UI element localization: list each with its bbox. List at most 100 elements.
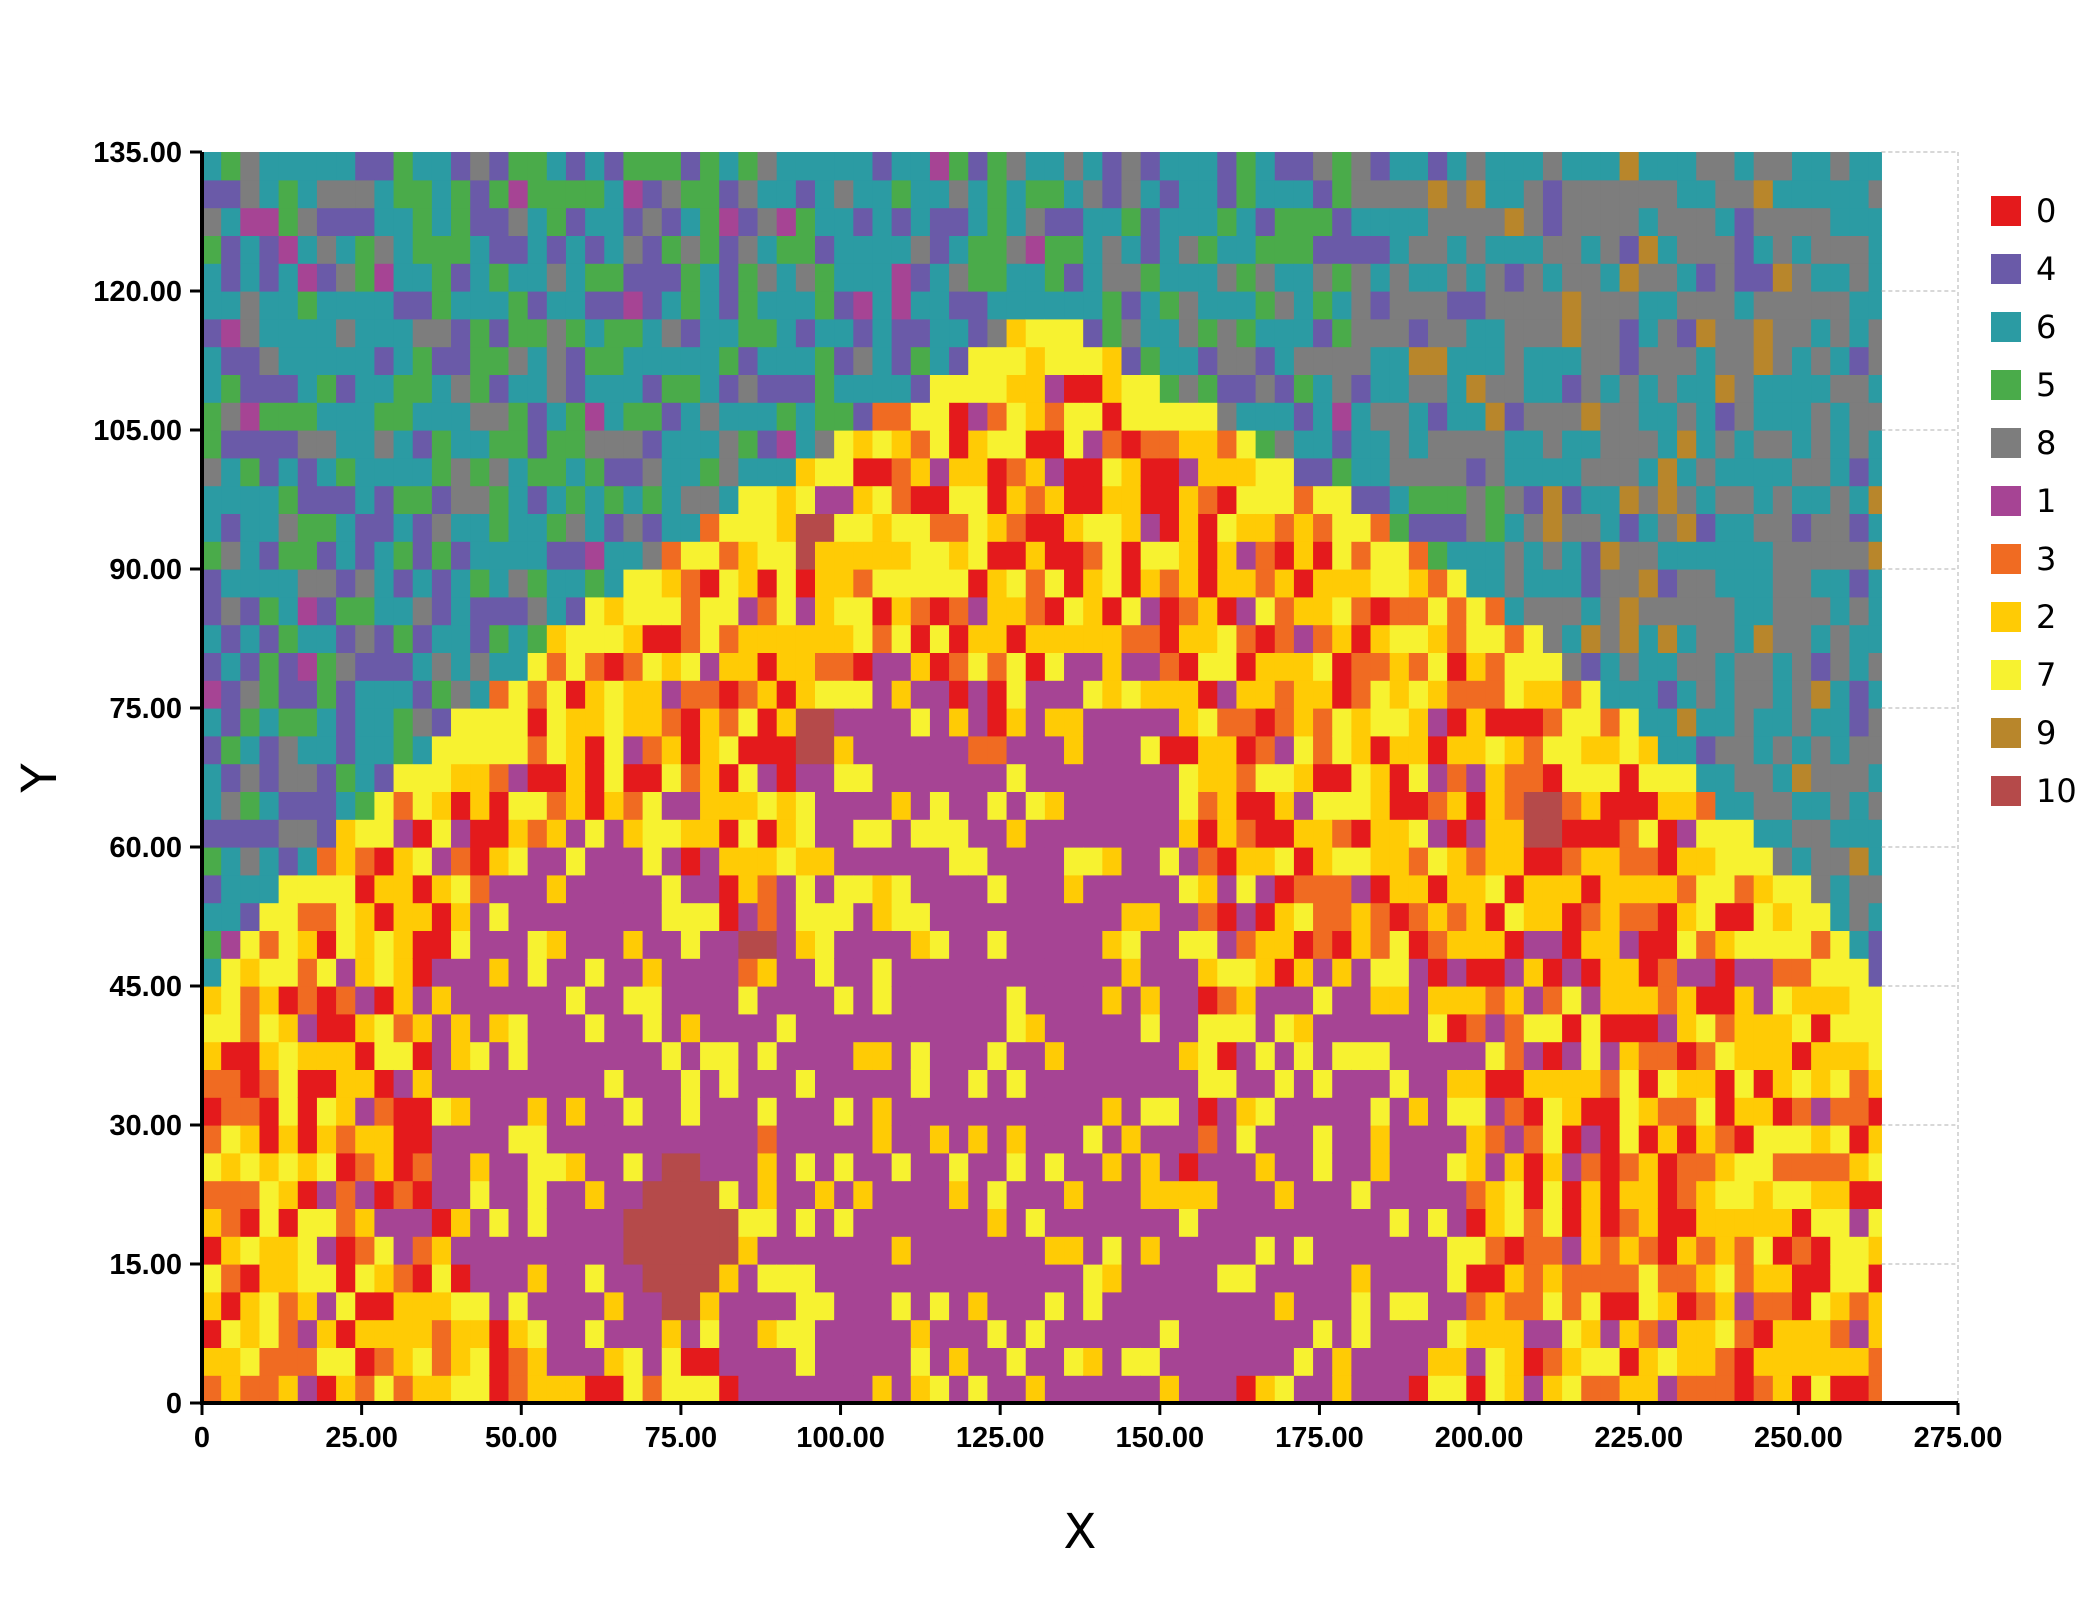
heatmap-cell bbox=[355, 1180, 376, 1209]
heatmap-cell bbox=[987, 291, 1008, 320]
heatmap-cell bbox=[565, 152, 586, 181]
heatmap-cell bbox=[1638, 819, 1659, 848]
heatmap-cell bbox=[661, 1125, 682, 1154]
heatmap-cell bbox=[1791, 179, 1812, 209]
heatmap-cell bbox=[336, 374, 356, 403]
heatmap-cell bbox=[1447, 652, 1467, 681]
heatmap-cell bbox=[565, 318, 586, 348]
heatmap-cell bbox=[1370, 1069, 1391, 1098]
heatmap-cell bbox=[470, 1013, 490, 1043]
heatmap-cell bbox=[968, 680, 989, 709]
heatmap-cell bbox=[623, 485, 644, 514]
heatmap-cell bbox=[1868, 263, 1882, 292]
heatmap-cell bbox=[987, 485, 1008, 514]
heatmap-cell bbox=[872, 1236, 893, 1265]
heatmap-cell bbox=[202, 513, 222, 542]
heatmap-cell bbox=[1428, 874, 1448, 904]
heatmap-cell bbox=[508, 874, 529, 904]
heatmap-cell bbox=[661, 1264, 682, 1293]
heatmap-cell bbox=[776, 735, 797, 765]
heatmap-cell bbox=[738, 1069, 759, 1098]
heatmap-cell bbox=[297, 791, 318, 820]
heatmap-cell bbox=[1236, 179, 1257, 209]
heatmap-cell bbox=[527, 1264, 548, 1293]
heatmap-cell bbox=[1447, 430, 1467, 459]
heatmap-cell bbox=[374, 1041, 395, 1070]
heatmap-cell bbox=[604, 763, 625, 792]
heatmap-cell bbox=[527, 402, 548, 431]
heatmap-cell bbox=[1102, 652, 1123, 681]
heatmap-cell bbox=[431, 179, 452, 209]
heatmap-cell bbox=[374, 402, 395, 431]
heatmap-cell bbox=[1293, 791, 1314, 820]
heatmap-cell bbox=[1677, 791, 1697, 820]
heatmap-cell bbox=[451, 1291, 471, 1321]
heatmap-cell bbox=[929, 624, 950, 653]
heatmap-cell bbox=[1504, 346, 1525, 375]
heatmap-cell bbox=[757, 152, 778, 181]
heatmap-cell bbox=[1332, 1319, 1352, 1348]
heatmap-cell bbox=[470, 263, 490, 292]
heatmap-cell bbox=[316, 596, 337, 626]
heatmap-cell bbox=[1140, 346, 1161, 375]
heatmap-cell bbox=[604, 263, 625, 292]
heatmap-cell bbox=[1849, 1125, 1870, 1154]
heatmap-cell bbox=[1140, 930, 1161, 959]
heatmap-cell bbox=[1696, 1208, 1716, 1237]
heatmap-cell bbox=[1447, 902, 1467, 931]
heatmap-cell bbox=[470, 1347, 490, 1376]
heatmap-cell bbox=[1523, 1013, 1544, 1043]
heatmap-cell bbox=[508, 1375, 529, 1404]
heatmap-cell bbox=[1485, 1180, 1506, 1209]
heatmap-cell bbox=[1638, 318, 1659, 348]
heatmap-cell bbox=[1562, 986, 1582, 1015]
heatmap-cell bbox=[1657, 263, 1678, 292]
heatmap-cell bbox=[1830, 1013, 1851, 1043]
heatmap-cell bbox=[929, 1375, 950, 1404]
heatmap-cell bbox=[891, 541, 912, 570]
heatmap-cell bbox=[738, 708, 759, 737]
heatmap-cell bbox=[910, 318, 931, 348]
heatmap-cell bbox=[1217, 652, 1238, 681]
heatmap-cell bbox=[910, 346, 931, 375]
heatmap-cell bbox=[1389, 1152, 1410, 1182]
heatmap-cell bbox=[1581, 819, 1602, 848]
heatmap-cell bbox=[1657, 346, 1678, 375]
heatmap-cell bbox=[1313, 874, 1333, 904]
heatmap-cell bbox=[1313, 457, 1333, 487]
heatmap-cell bbox=[508, 819, 529, 848]
heatmap-cell bbox=[259, 513, 280, 542]
heatmap-cell bbox=[1351, 1180, 1372, 1209]
heatmap-cell bbox=[202, 1375, 222, 1404]
heatmap-cell bbox=[1504, 930, 1525, 959]
heatmap-cell bbox=[1274, 874, 1295, 904]
heatmap-cell bbox=[508, 513, 529, 542]
heatmap-cell bbox=[1370, 1236, 1391, 1265]
heatmap-cell bbox=[546, 402, 567, 431]
heatmap-cell bbox=[642, 430, 663, 459]
heatmap-cell bbox=[1849, 1291, 1870, 1321]
heatmap-cell bbox=[1562, 318, 1582, 348]
heatmap-cell bbox=[1811, 1347, 1831, 1376]
heatmap-cell bbox=[1236, 680, 1257, 709]
heatmap-cell bbox=[1428, 457, 1448, 487]
heatmap-cell bbox=[1255, 1097, 1276, 1126]
heatmap-cell bbox=[1734, 958, 1755, 987]
heatmap-cell bbox=[1064, 152, 1084, 181]
heatmap-cell bbox=[700, 569, 720, 598]
heatmap-cell bbox=[565, 1069, 586, 1098]
heatmap-cell bbox=[546, 1180, 567, 1209]
heatmap-cell bbox=[470, 430, 490, 459]
heatmap-cell bbox=[1715, 179, 1736, 209]
heatmap-cell bbox=[1523, 1291, 1544, 1321]
heatmap-cell bbox=[1734, 1152, 1755, 1182]
heatmap-cell bbox=[470, 847, 490, 876]
heatmap-cell bbox=[336, 1125, 356, 1154]
heatmap-cell bbox=[489, 374, 510, 403]
heatmap-cell bbox=[815, 1180, 835, 1209]
heatmap-cell bbox=[1025, 569, 1046, 598]
heatmap-cell bbox=[1102, 263, 1123, 292]
heatmap-cell bbox=[451, 569, 471, 598]
heatmap-cell bbox=[1370, 1041, 1391, 1070]
heatmap-cell bbox=[451, 291, 471, 320]
